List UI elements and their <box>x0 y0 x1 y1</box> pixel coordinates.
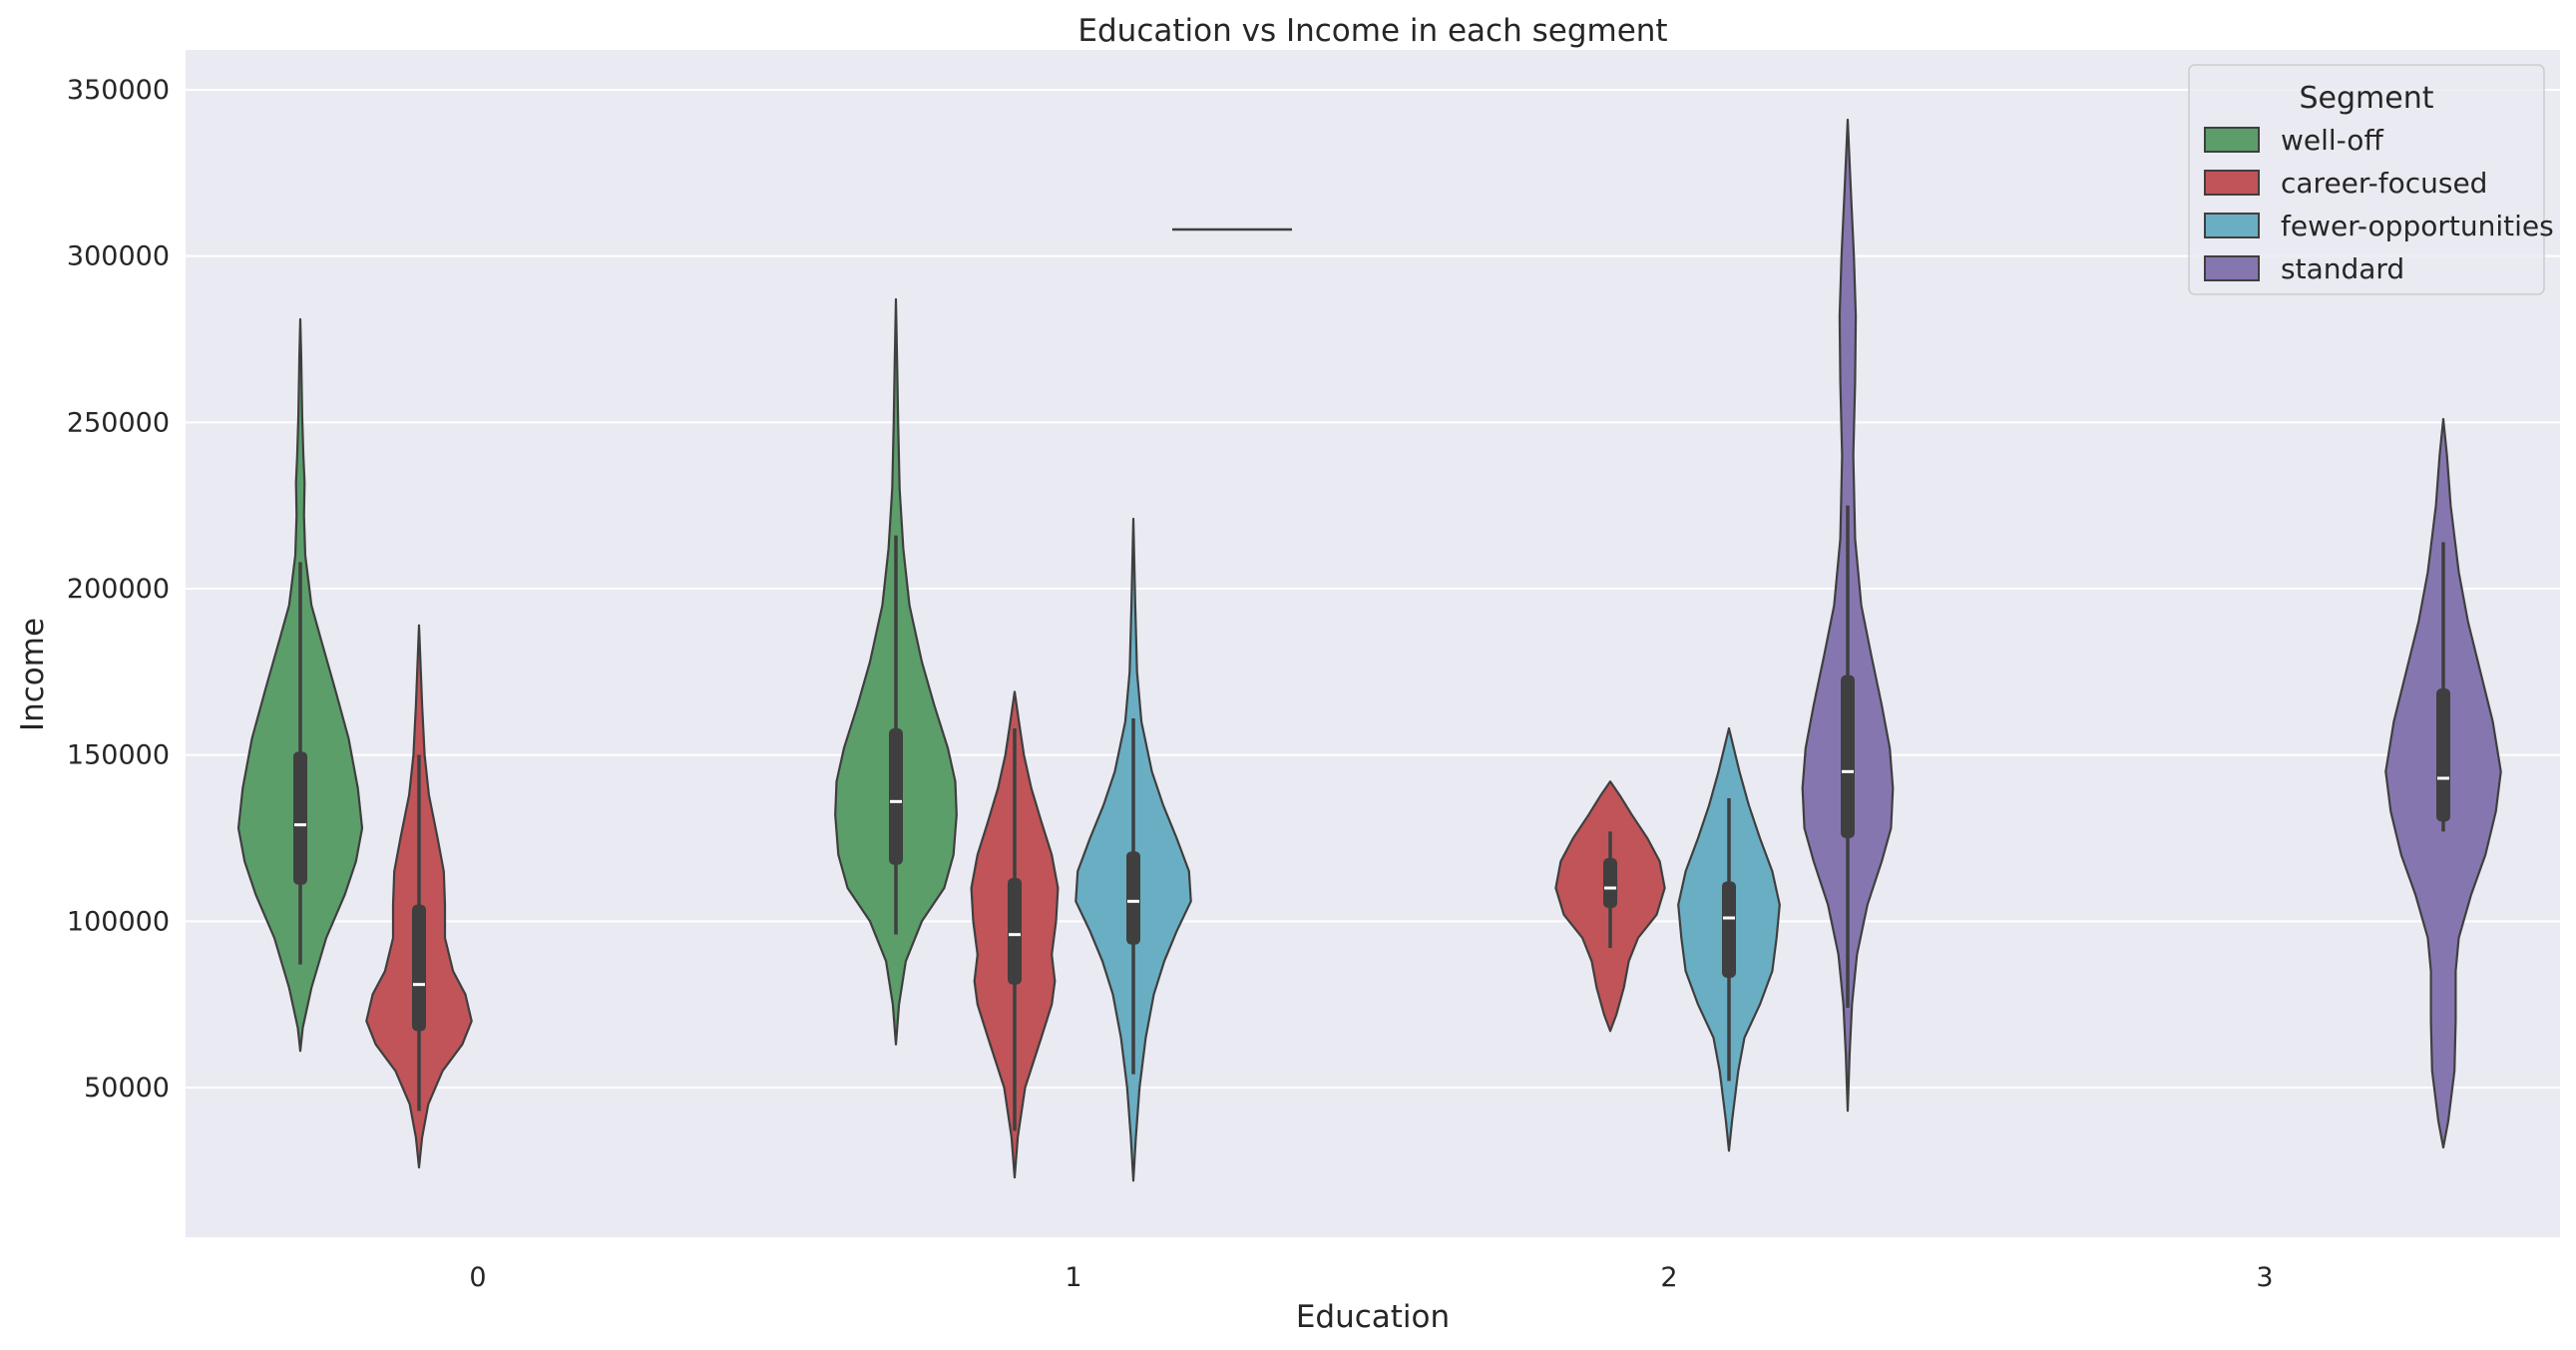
x-tick-labels: 0 1 2 3 <box>469 1262 2273 1293</box>
violin-iqr-box <box>1126 851 1140 945</box>
legend-frame <box>2188 64 2545 295</box>
violin-iqr-box <box>1722 881 1736 978</box>
legend-swatch <box>2204 170 2260 196</box>
y-tick-label: 350000 <box>67 75 170 106</box>
x-tick-label: 3 <box>2256 1262 2273 1293</box>
legend-swatch <box>2204 255 2260 281</box>
violins <box>236 118 2502 1182</box>
y-tick-label: 250000 <box>67 407 170 438</box>
violin <box>236 317 364 1053</box>
y-tick-label: 300000 <box>67 241 170 272</box>
violin-median <box>1842 769 1854 773</box>
y-tick-label: 100000 <box>67 906 170 937</box>
violin-iqr-box <box>1603 858 1617 908</box>
legend-swatch <box>2204 127 2260 153</box>
violin-median <box>1127 899 1139 903</box>
legend-items: well-off career-focused fewer-opportunitie… <box>2204 124 2554 285</box>
violin <box>2384 417 2502 1149</box>
x-tick-label: 1 <box>1065 1262 1081 1293</box>
violin <box>1677 726 1781 1152</box>
violin-median <box>1723 916 1735 920</box>
x-axis-title: Education <box>1296 1299 1450 1335</box>
violin <box>970 690 1060 1179</box>
violin-iqr-box <box>889 728 903 865</box>
legend-swatch <box>2204 213 2260 238</box>
x-tick-label: 0 <box>469 1262 486 1293</box>
violin <box>365 624 473 1169</box>
gridlines <box>186 89 2560 1089</box>
violin <box>834 297 958 1046</box>
violin <box>1074 517 1192 1182</box>
violin <box>1554 780 1666 1033</box>
violin-median <box>1009 933 1021 937</box>
violin-median <box>413 983 425 987</box>
y-tick-label: 150000 <box>67 740 170 771</box>
y-tick-label: 50000 <box>84 1073 170 1104</box>
violin-iqr-box <box>1008 878 1022 985</box>
legend-label: well-off <box>2281 124 2383 157</box>
y-axis-title: Income <box>15 618 51 731</box>
chart-title: Education vs Income in each segment <box>1077 13 1667 49</box>
violin-median <box>890 799 902 803</box>
violin-iqr-box <box>412 904 426 1032</box>
legend-title: Segment <box>2300 81 2434 116</box>
violin <box>1801 118 1895 1113</box>
violin-median <box>2437 776 2449 780</box>
plot-background <box>186 50 2560 1237</box>
x-tick-label: 2 <box>1660 1262 1677 1293</box>
legend-label: career-focused <box>2281 167 2487 200</box>
legend: Segment well-off career-focused fewer-oppo… <box>2188 64 2554 295</box>
y-tick-labels: 50000 100000 150000 200000 250000 300000 35000… <box>67 75 170 1104</box>
legend-label: fewer-opportunities <box>2281 210 2554 242</box>
violin-iqr-box <box>2436 688 2450 822</box>
violin-median <box>1604 886 1616 890</box>
violin-median <box>294 823 306 827</box>
violin-iqr-box <box>1841 675 1855 838</box>
legend-label: standard <box>2281 252 2404 285</box>
y-tick-label: 200000 <box>67 574 170 605</box>
violin-iqr-box <box>293 751 307 885</box>
